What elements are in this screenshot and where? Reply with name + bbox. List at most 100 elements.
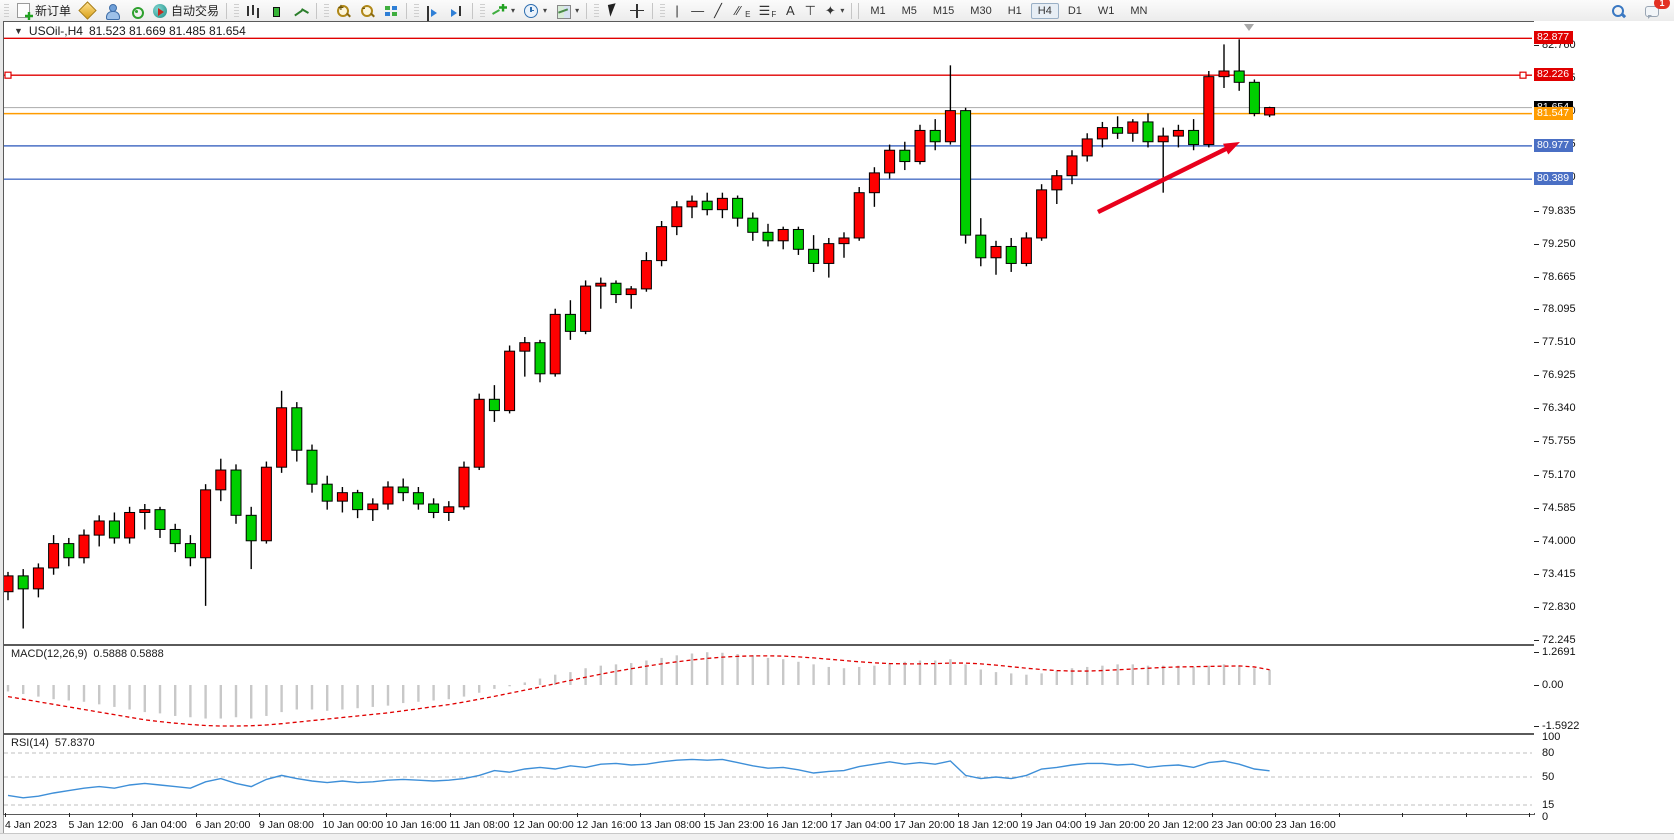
timeframe-button-m30[interactable]: M30 <box>970 4 992 17</box>
macd-indicator-pane[interactable]: MACD(12,26,9) 0.5888 0.5888 <box>3 645 1535 734</box>
price-tick-label: 77.510 <box>1542 336 1576 349</box>
person-icon <box>104 3 121 20</box>
chart-shift-button[interactable] <box>445 1 469 20</box>
timeframe-button-m1[interactable]: M1 <box>870 4 886 17</box>
tile-windows-button[interactable] <box>379 1 403 20</box>
new-order-button-label: 新订单 <box>35 4 72 18</box>
macd-values: 0.5888 0.5888 <box>93 648 164 660</box>
timeframe-button-mn[interactable]: MN <box>1130 4 1148 17</box>
chevron-down-icon[interactable]: ▼ <box>14 26 23 36</box>
price-tick-mark <box>1534 640 1539 642</box>
rsi-axis-label: 15 <box>1542 799 1555 811</box>
price-tick-label: 72.245 <box>1542 634 1576 647</box>
crosshair-icon <box>629 3 645 19</box>
channel-icon: ⁄⁄ <box>735 2 741 18</box>
crosshair-button[interactable] <box>625 1 649 20</box>
candlestick-chart-button[interactable] <box>265 1 289 20</box>
autotrading-button[interactable]: 自动交易 <box>148 1 223 20</box>
tile-windows-icon <box>383 3 399 19</box>
time-axis-label: 18 Jan 12:00 <box>957 819 1019 831</box>
clock-icon <box>524 3 539 18</box>
templates-button[interactable]: ▾ <box>551 1 583 20</box>
price-badge-82.226: 82.226 <box>1534 68 1574 82</box>
indicators-icon <box>491 3 507 19</box>
toolbar-separator <box>652 2 654 19</box>
dropdown-arrow-icon[interactable]: ▾ <box>840 6 845 15</box>
search-icon <box>1610 3 1626 19</box>
price-alert-button[interactable] <box>75 1 100 20</box>
chart-ohlc-values: 81.523 81.669 81.485 81.654 <box>88 24 246 38</box>
toolbar-separator <box>586 2 588 19</box>
chart-shift-marker[interactable] <box>1244 24 1254 31</box>
timeframe-button-h1[interactable]: H1 <box>1007 4 1022 17</box>
fibonacci-button-subletter: F <box>771 10 777 19</box>
timeframe-bar: M1 M5 M15 M30 H1 H4 D1 W1 MN <box>862 2 1155 19</box>
price-badge-82.877: 82.877 <box>1534 31 1574 45</box>
vertical-line-button[interactable]: | <box>667 1 687 20</box>
timeframe-button-m15[interactable]: M15 <box>932 4 955 17</box>
price-axis[interactable]: 82.76082.17581.59081.00580.42079.83579.2… <box>1534 21 1674 823</box>
time-axis-label: 11 Jan 08:00 <box>449 819 510 831</box>
notifications-button[interactable]: 1 <box>1640 0 1670 20</box>
dropdown-arrow-icon[interactable]: ▾ <box>543 6 548 15</box>
timeframe-button-h4[interactable]: H4 <box>1030 2 1059 19</box>
new-order-icon <box>17 3 30 18</box>
search-button[interactable] <box>1606 1 1630 20</box>
template-icon <box>555 3 572 19</box>
arrows-button[interactable]: ✦ ▾ <box>820 1 848 20</box>
dropdown-arrow-icon[interactable]: ▾ <box>575 6 580 15</box>
rsi-indicator-pane[interactable]: RSI(14) 57.8370 <box>3 734 1535 815</box>
time-tick-mark <box>322 813 324 817</box>
zoom-in-button[interactable]: + <box>331 1 355 20</box>
macd-tick-mark <box>1534 726 1539 728</box>
timeframe-button-d1[interactable]: D1 <box>1067 4 1082 17</box>
time-tick-mark <box>830 813 832 817</box>
time-axis-label: 12 Jan 00:00 <box>513 819 574 831</box>
autotrading-icon <box>153 3 168 18</box>
price-badge-80.389: 80.389 <box>1534 172 1574 186</box>
toolbar-grip <box>4 3 9 18</box>
equidistant-channel-button[interactable]: ⁄⁄ E <box>728 1 754 20</box>
line-chart-button[interactable] <box>289 1 313 20</box>
time-axis-label: 16 Jan 12:00 <box>767 819 828 831</box>
macd-axis-label: 1.2691 <box>1542 646 1576 659</box>
fibonacci-button[interactable]: ☰ F <box>754 1 780 20</box>
time-axis[interactable]: 4 Jan 2023 5 Jan 12:00 6 Jan 04:00 6 Jan 20… <box>3 813 1534 833</box>
text-button[interactable]: A <box>780 1 800 20</box>
rsi-label: RSI(14) 57.8370 <box>11 737 95 749</box>
price-tick-label: 75.170 <box>1542 468 1576 481</box>
bar-chart-button[interactable] <box>241 1 265 20</box>
zoom-out-icon: - <box>359 3 375 19</box>
zoom-out-button[interactable]: - <box>355 1 379 20</box>
indicators-button[interactable]: ▾ <box>487 1 519 20</box>
toolbar-separator <box>406 2 408 19</box>
chat-bubble-icon <box>1644 3 1660 19</box>
timeframe-button-w1[interactable]: W1 <box>1097 4 1115 17</box>
main-price-pane[interactable]: ▼ USOil-,H4 81.523 81.669 81.485 81.654 <box>3 21 1535 645</box>
horizontal-line-button[interactable]: — <box>687 1 708 20</box>
price-tick-mark <box>1534 573 1539 575</box>
price-tick-label: 79.250 <box>1542 237 1576 250</box>
signals-button[interactable] <box>124 1 148 20</box>
text-label-button[interactable]: ⊤ <box>800 1 820 20</box>
rsi-axis-label: 50 <box>1542 771 1555 783</box>
timeframe-button-m5[interactable]: M5 <box>901 4 917 17</box>
rsi-name: RSI(14) <box>11 737 49 749</box>
community-button[interactable] <box>100 1 124 20</box>
macd-axis-label: -1.5922 <box>1542 720 1580 733</box>
trendline-icon: ╱ <box>714 2 722 18</box>
auto-scroll-button[interactable] <box>421 1 445 20</box>
price-tick-label: 76.925 <box>1542 369 1576 382</box>
cursor-button[interactable] <box>601 1 625 20</box>
dropdown-arrow-icon[interactable]: ▾ <box>511 6 516 15</box>
new-order-button[interactable]: 新订单 <box>11 1 75 20</box>
time-axis-label: 19 Jan 04:00 <box>1021 819 1082 831</box>
text-label-icon: ⊤ <box>804 2 816 18</box>
fibonacci-icon: ☰ <box>758 2 771 18</box>
periods-button[interactable]: ▾ <box>519 1 551 20</box>
trendline-button[interactable]: ╱ <box>708 1 728 20</box>
bottom-status-strip <box>0 833 1674 840</box>
time-axis-label: 20 Jan 12:00 <box>1148 819 1209 831</box>
price-badge-81.547: 81.547 <box>1534 106 1574 120</box>
time-axis-label: 13 Jan 08:00 <box>640 819 701 831</box>
